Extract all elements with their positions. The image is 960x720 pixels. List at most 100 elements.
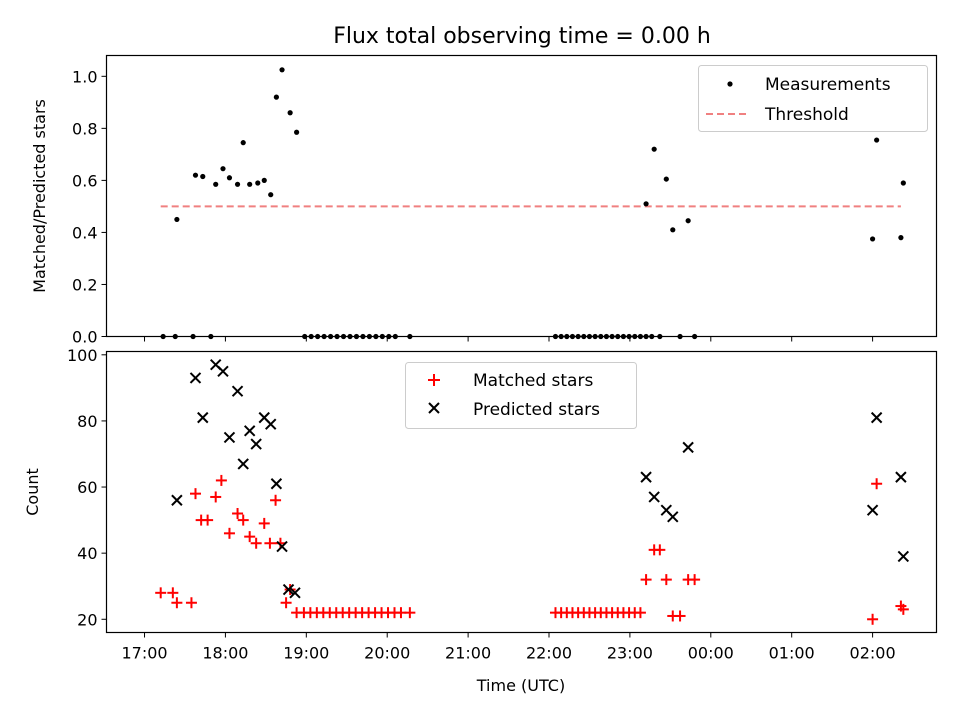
measurement-point	[268, 192, 274, 198]
matched-star-point	[404, 607, 416, 619]
measurement-point	[685, 218, 691, 224]
predicted-star-point	[243, 425, 256, 437]
predicted-star-stroke-b	[667, 511, 679, 523]
predicted-star-stroke-b	[660, 504, 673, 516]
measurement-point	[234, 181, 241, 187]
predicted-star-stroke-b	[289, 587, 301, 599]
predicted-star-stroke-b	[210, 359, 222, 371]
measurement-point	[287, 110, 293, 116]
predicted-star-point	[282, 583, 295, 596]
matched-star-point	[167, 587, 179, 599]
bottom-y-tick-label: 40	[77, 544, 97, 563]
bottom-x-tick-label: 19:00	[283, 644, 329, 663]
measurement-point	[220, 166, 226, 172]
bottom-x-axis-label: Time (UTC)	[476, 676, 565, 695]
predicted-star-point	[289, 587, 301, 599]
predicted-star-point	[171, 494, 183, 506]
predicted-star-point	[870, 411, 883, 424]
predicted-star-point	[189, 372, 202, 384]
matched-star-point	[634, 607, 646, 619]
top-y-tick-label: 0.2	[72, 275, 97, 294]
top-x-axis-ticks	[144, 336, 874, 342]
legend-predicted-marker	[428, 402, 440, 414]
bottom-y-tick-label: 20	[77, 610, 97, 629]
predicted-star-stroke-b	[250, 438, 262, 450]
bottom-y-tick-label: 80	[77, 412, 97, 431]
matched-stars-series	[155, 474, 909, 625]
predicted-star-stroke-b	[217, 365, 229, 378]
matched-star-point	[280, 597, 292, 609]
matched-star-point	[689, 574, 701, 586]
bottom-x-tick-label: 20:00	[364, 644, 410, 663]
matched-star-point	[244, 531, 256, 543]
bottom-y-tick-label: 100	[67, 346, 98, 365]
top-y-tick-label: 1.0	[72, 67, 97, 86]
predicted-star-stroke-b	[243, 425, 256, 437]
legend-predicted-label: Predicted stars	[473, 400, 600, 420]
measurement-point	[670, 227, 676, 233]
bottom-x-tick-label: 21:00	[445, 644, 491, 663]
bottom-x-tick-label: 00:00	[688, 644, 734, 663]
predicted-star-stroke-b	[282, 583, 295, 596]
predicted-star-point	[276, 540, 288, 553]
predicted-star-stroke-b	[648, 491, 660, 503]
predicted-star-stroke-b	[171, 494, 183, 506]
measurement-point	[247, 181, 253, 187]
matched-star-point	[215, 474, 227, 486]
top-plot-frame	[105, 54, 938, 338]
predicted-star-point	[265, 418, 277, 430]
predicted-star-stroke-b	[197, 411, 209, 424]
measurement-point	[898, 235, 904, 241]
bottom-legend: Matched stars Predicted stars	[405, 362, 637, 429]
matched-star-point	[171, 597, 183, 609]
matched-star-point	[284, 584, 296, 596]
predicted-star-stroke-b	[866, 504, 879, 516]
matched-star-point	[232, 507, 244, 519]
predicted-star-point	[648, 491, 660, 503]
predicted-star-point	[897, 550, 910, 563]
bottom-y-axis-label: Count	[23, 468, 42, 516]
predicted-star-stroke-b	[258, 411, 270, 424]
predicted-star-point	[217, 365, 229, 378]
matched-star-point	[250, 537, 262, 549]
legend-matched-marker	[428, 374, 440, 386]
matched-star-point	[867, 613, 879, 625]
predicted-star-stroke-b	[870, 411, 883, 424]
predicted-star-point	[237, 458, 249, 470]
matched-star-point	[237, 514, 249, 526]
bottom-y-tick-label: 60	[77, 478, 97, 497]
matched-star-point	[223, 527, 235, 539]
measurement-point	[174, 216, 180, 223]
predicted-star-stroke-b	[223, 431, 236, 444]
measurement-point	[874, 137, 880, 143]
matched-star-point	[270, 494, 282, 506]
legend-measurements-marker	[727, 81, 733, 87]
bottom-x-tick-label: 23:00	[607, 644, 653, 663]
bottom-x-tick-label: 01:00	[769, 644, 815, 663]
predicted-star-point	[866, 504, 879, 516]
matched-star-point	[264, 537, 276, 549]
bottom-y-axis: 20 40 60 80 100	[67, 346, 107, 629]
matched-star-point	[258, 517, 270, 529]
measurement-point	[213, 181, 219, 187]
predicted-star-stroke-b	[682, 441, 694, 454]
top-y-tick-label: 0.6	[72, 171, 97, 190]
predicted-star-stroke-b	[897, 550, 910, 563]
bottom-x-axis: 17:00 18:00 19:00 20:00 21:00 22:00 23:00 00:00…	[121, 632, 896, 663]
predicted-star-point	[895, 471, 907, 483]
top-y-tick-label: 0.8	[72, 119, 97, 138]
matched-star-point	[185, 597, 197, 609]
predicted-star-stroke-b	[189, 372, 202, 384]
matched-star-point	[871, 478, 883, 490]
bottom-legend-box	[405, 362, 637, 429]
top-legend-box	[698, 65, 928, 132]
legend-measurements-label: Measurements	[765, 75, 891, 95]
predicted-stars-series	[171, 359, 910, 599]
measurement-point	[294, 129, 300, 135]
matched-star-point	[189, 488, 201, 500]
matched-star-point	[640, 574, 652, 586]
measurement-point	[273, 94, 279, 100]
bottom-x-tick-label: 17:00	[121, 644, 167, 663]
measurement-point	[279, 67, 285, 73]
